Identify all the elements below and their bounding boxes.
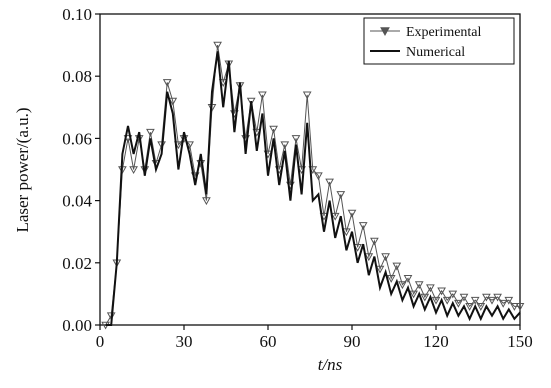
marker: [465, 303, 474, 311]
marker: [381, 253, 390, 262]
marker: [493, 293, 502, 302]
marker: [426, 284, 435, 293]
marker: [420, 293, 430, 302]
y-tick-label: 0.06: [62, 129, 92, 148]
legend-label: Experimental: [406, 25, 482, 40]
x-axis-label: t/ns: [318, 355, 343, 374]
y-axis-label: Laser power/(a.u.): [13, 107, 32, 232]
marker: [510, 303, 519, 311]
x-tick-label: 150: [507, 332, 533, 351]
legend-marker: [380, 27, 390, 37]
plot-frame: [99, 13, 521, 326]
marker: [358, 222, 368, 231]
marker: [515, 303, 525, 311]
marker: [325, 178, 334, 187]
y-tick-label: 0.02: [62, 254, 92, 273]
x-tick-label: 90: [344, 332, 361, 351]
marker: [375, 265, 385, 274]
marker: [280, 141, 290, 150]
marker: [498, 299, 508, 308]
x-tick-label: 120: [423, 332, 449, 351]
series-line: [105, 51, 521, 326]
series-line: [105, 45, 520, 326]
marker: [146, 128, 155, 137]
marker: [291, 135, 301, 143]
marker: [403, 275, 413, 283]
y-tick-label: 0.08: [62, 67, 92, 86]
marker: [409, 290, 418, 299]
x-tick-label: 60: [260, 332, 277, 351]
marker: [392, 262, 402, 271]
marker: [504, 296, 514, 305]
marker: [213, 41, 222, 50]
marker: [162, 79, 172, 87]
marker: [454, 299, 463, 308]
marker: [129, 166, 138, 175]
marker: [302, 91, 312, 100]
x-tick-label: 30: [176, 332, 193, 351]
marker: [342, 228, 351, 237]
marker: [470, 296, 480, 305]
marker: [258, 91, 267, 100]
marker: [398, 281, 407, 290]
marker: [246, 97, 256, 106]
marker: [459, 293, 469, 302]
y-tick-label: 0.04: [62, 192, 92, 211]
marker: [414, 281, 424, 290]
marker: [314, 172, 323, 181]
legend-label: Numerical: [406, 45, 465, 60]
marker: [476, 303, 486, 311]
marker: [386, 275, 396, 283]
y-tick-label: 0.10: [62, 5, 92, 24]
marker: [336, 191, 346, 199]
x-tick-label: 0: [96, 332, 105, 351]
marker: [437, 287, 446, 296]
marker: [487, 296, 497, 305]
y-tick-label: 0.00: [62, 316, 92, 335]
marker: [347, 209, 357, 218]
marker: [364, 253, 374, 262]
marker: [448, 290, 458, 299]
marker: [269, 125, 278, 134]
marker: [442, 296, 452, 305]
marker: [202, 197, 211, 206]
marker: [330, 212, 340, 221]
marker: [370, 237, 379, 246]
marker: [431, 296, 441, 305]
marker: [168, 97, 178, 106]
legend-box: [363, 17, 515, 65]
